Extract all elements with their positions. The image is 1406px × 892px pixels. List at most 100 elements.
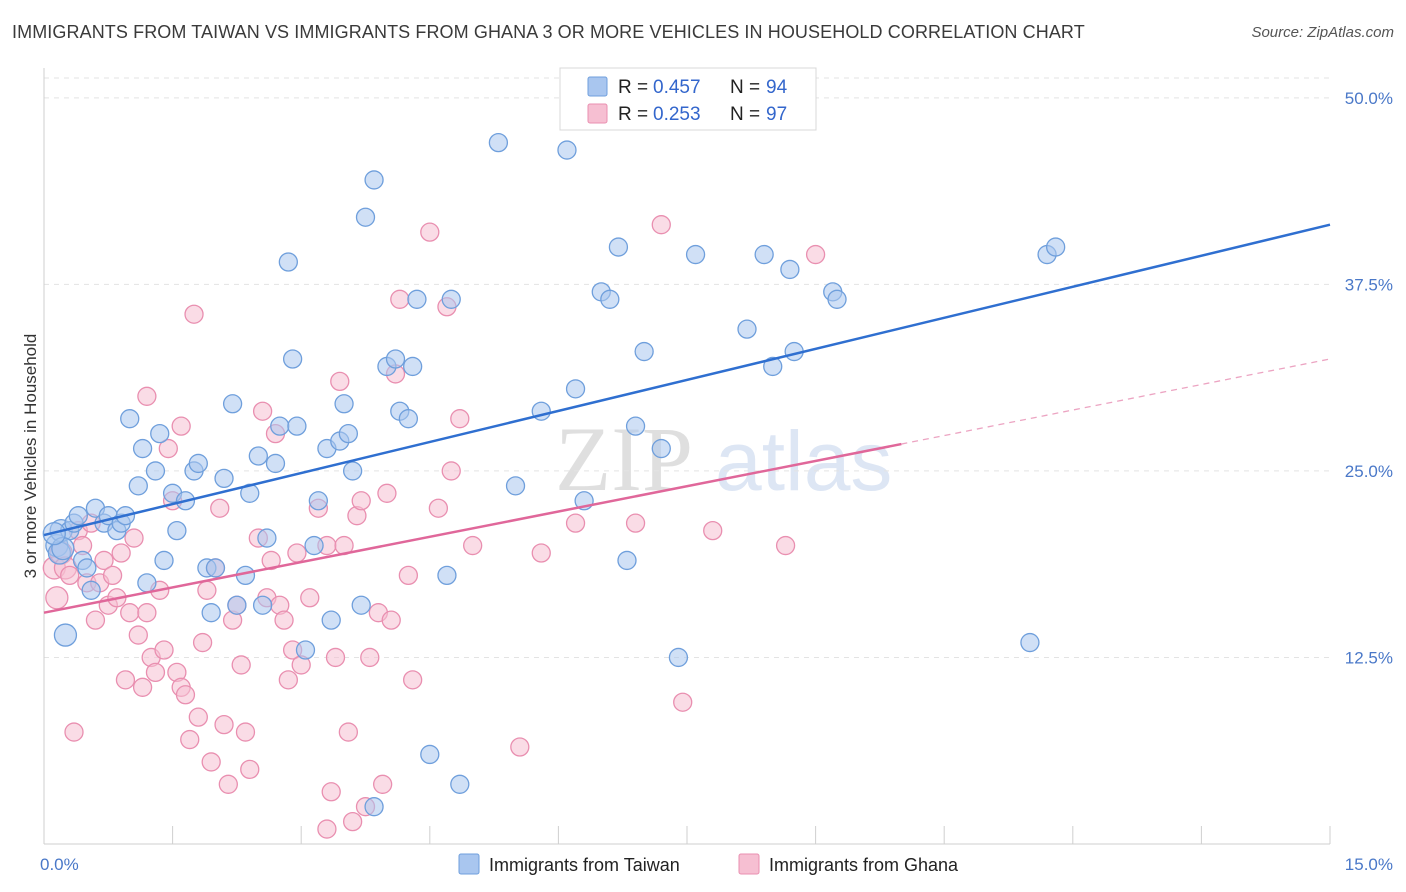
taiwan-point (505, 476, 526, 496)
ghana-point (235, 722, 256, 742)
taiwan-point (201, 603, 221, 623)
legend-taiwan-r-value: 0.457 (653, 77, 701, 98)
y-tick-label: 25.0% (1345, 462, 1393, 481)
taiwan-point (270, 416, 290, 436)
taiwan-point (278, 252, 298, 272)
watermark-atlas: atlas (715, 414, 892, 508)
taiwan-point (737, 319, 757, 339)
ghana-point (128, 625, 148, 645)
taiwan-point (355, 207, 376, 227)
taiwan-point (685, 244, 706, 265)
ghana-point (85, 610, 106, 630)
taiwan-point (351, 595, 371, 615)
ghana-point (330, 371, 350, 392)
taiwan-point (600, 289, 620, 309)
y-tick-label: 37.5% (1345, 275, 1393, 294)
legend-taiwan-r-label: R = (618, 77, 648, 98)
chart-title: IMMIGRANTS FROM TAIWAN VS IMMIGRANTS FRO… (12, 22, 1085, 42)
ghana-point (261, 550, 281, 571)
taiwan-point (364, 170, 384, 190)
ghana-point (805, 244, 826, 265)
taiwan-point (214, 468, 234, 489)
taiwan-point (763, 356, 783, 377)
taiwan-point (827, 289, 847, 309)
ghana-point (342, 811, 363, 832)
ghana-point (351, 491, 371, 511)
taiwan-point (565, 379, 586, 399)
taiwan-point (668, 647, 689, 668)
taiwan-point (450, 774, 470, 794)
ghana-point (158, 438, 178, 459)
ghana-point (441, 461, 461, 481)
ghana-point (184, 304, 204, 324)
watermark-zip: ZIP (555, 408, 693, 510)
trend-lines (43, 223, 1331, 614)
ghana-point (377, 483, 397, 503)
ghana-point (145, 662, 166, 683)
bottom-legend-ghana-label: Immigrants from Ghana (769, 855, 959, 875)
x-tick-labels: 0.0% 15.0% (40, 855, 1393, 874)
ghana-point (381, 610, 401, 630)
y-tick-label: 12.5% (1345, 648, 1393, 667)
taiwan-point (780, 259, 800, 280)
taiwan-point (287, 416, 307, 436)
ghana-point (338, 722, 359, 742)
ghana-point (360, 647, 380, 668)
ghana-point (372, 774, 393, 794)
legend-ghana-swatch (587, 103, 608, 124)
gridlines (44, 77, 1330, 658)
ghana-point (137, 386, 157, 406)
taiwan-point (77, 558, 97, 578)
ghana-trend-extension (901, 358, 1331, 445)
ghana-point (115, 670, 136, 690)
taiwan-point (252, 595, 273, 615)
taiwan-point (407, 289, 427, 309)
ghana-point (321, 782, 341, 802)
taiwan-point (295, 640, 316, 660)
ghana-point (132, 677, 153, 697)
taiwan-point (338, 423, 359, 444)
ghana-point (463, 535, 483, 556)
ghana-points (42, 215, 826, 839)
legend-ghana-r-value: 0.253 (653, 104, 701, 125)
ghana-point (214, 714, 234, 735)
ghana-point (300, 588, 320, 608)
taiwan-point (1020, 632, 1040, 653)
ghana-point (625, 513, 646, 533)
taiwan-point (557, 140, 577, 160)
taiwan-point (754, 244, 774, 265)
taiwan-point (334, 394, 354, 414)
taiwan-point (437, 565, 457, 586)
taiwan-point (132, 438, 153, 459)
ghana-point (102, 565, 123, 586)
taiwan-point (188, 453, 208, 474)
bottom-legend-taiwan-swatch (458, 853, 480, 875)
taiwan-point (128, 476, 148, 496)
ghana-point (45, 586, 69, 610)
y-tick-label: 50.0% (1345, 89, 1393, 108)
taiwan-point (68, 506, 88, 526)
legend-ghana-n-value: 97 (766, 104, 787, 125)
x-tick-label: 0.0% (40, 855, 79, 874)
taiwan-point (342, 461, 363, 481)
taiwan-trend-line (43, 223, 1331, 537)
taiwan-point (1046, 237, 1066, 257)
ghana-point (120, 603, 140, 623)
taiwan-point (282, 349, 303, 369)
taiwan-point (227, 595, 247, 615)
ghana-point (201, 752, 221, 772)
ghana-point (703, 520, 723, 541)
legend-taiwan-swatch (587, 76, 608, 97)
taiwan-point (248, 446, 268, 466)
ghana-point (510, 737, 530, 757)
ghana-point (278, 670, 298, 690)
ghana-point (651, 215, 671, 235)
taiwan-point (120, 409, 140, 429)
legend-ghana-n-label: N = (730, 104, 760, 125)
ghana-point (218, 774, 238, 794)
taiwan-point (651, 438, 671, 459)
ghana-point (325, 647, 346, 668)
ghana-point (565, 513, 586, 533)
taiwan-point (441, 289, 461, 309)
